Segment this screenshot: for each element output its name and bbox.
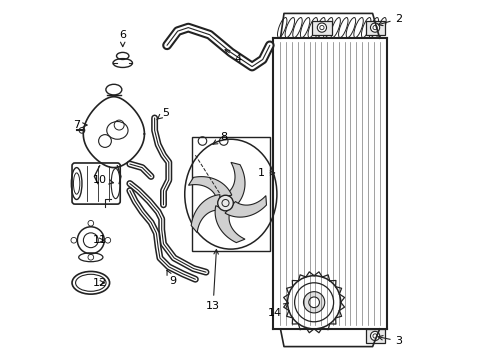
Circle shape — [370, 331, 380, 341]
Polygon shape — [225, 195, 267, 217]
Text: 3: 3 — [378, 336, 403, 346]
Polygon shape — [189, 177, 232, 198]
Text: 11: 11 — [93, 235, 107, 245]
Text: 9: 9 — [167, 270, 176, 286]
Circle shape — [309, 297, 319, 307]
Bar — [312, 21, 332, 35]
Polygon shape — [191, 195, 220, 233]
Circle shape — [303, 292, 325, 313]
Polygon shape — [215, 206, 245, 243]
Bar — [366, 21, 385, 35]
Circle shape — [370, 23, 380, 32]
Circle shape — [218, 195, 233, 211]
Text: 5: 5 — [157, 108, 169, 120]
Bar — [366, 329, 385, 343]
Circle shape — [318, 23, 326, 32]
Polygon shape — [227, 162, 245, 207]
Text: 12: 12 — [93, 278, 107, 288]
Text: 10: 10 — [93, 175, 114, 185]
Text: 1: 1 — [257, 168, 275, 178]
Text: 13: 13 — [206, 249, 220, 311]
Text: 4: 4 — [225, 50, 242, 64]
Text: 6: 6 — [119, 30, 126, 46]
Text: 7: 7 — [73, 120, 87, 130]
Bar — [192, 138, 270, 251]
Text: 8: 8 — [213, 132, 227, 144]
Text: 14: 14 — [268, 303, 288, 318]
Text: 2: 2 — [378, 14, 403, 26]
